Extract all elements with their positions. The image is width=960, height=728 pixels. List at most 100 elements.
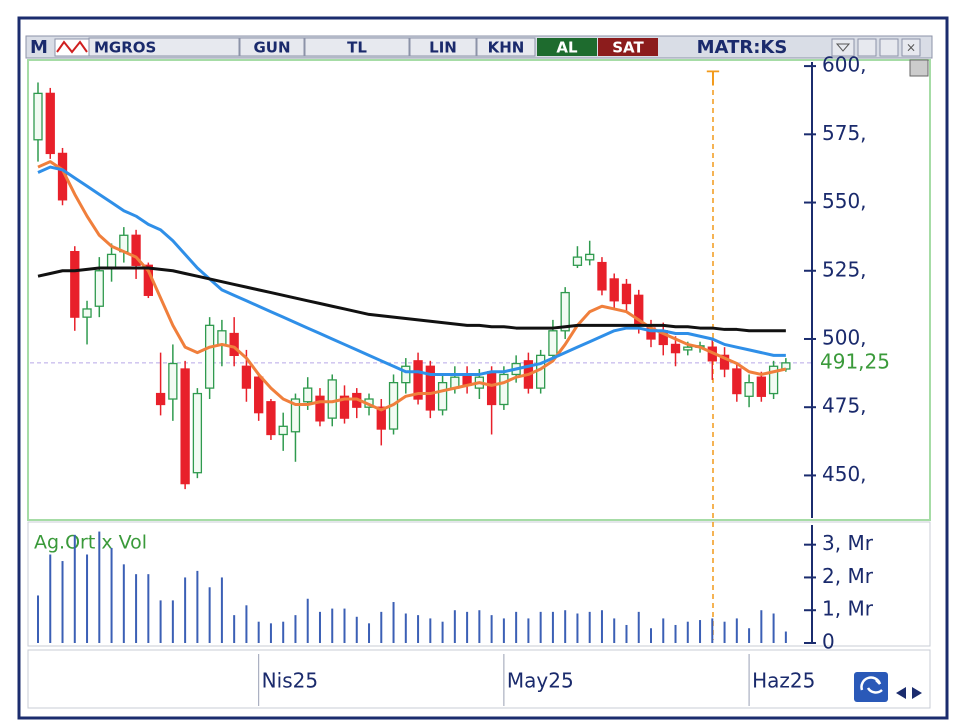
volume-bar [417, 615, 420, 643]
candle-body [33, 92, 43, 141]
moving-average [37, 165, 786, 376]
y-tick-label: 525, [822, 257, 867, 281]
candle-body [719, 354, 730, 370]
volume-bar [735, 618, 738, 643]
volume-bar [196, 570, 199, 643]
volume-bar [686, 621, 689, 643]
candle-body [266, 401, 276, 436]
candle-body [437, 381, 448, 411]
volume-bar [650, 628, 652, 643]
volume-bar [355, 616, 358, 643]
volume-tick-label: 0 [822, 630, 835, 654]
candle-body [94, 270, 104, 307]
volume-bar [515, 611, 518, 643]
volume-bar [220, 577, 223, 643]
candle-body [131, 234, 141, 266]
volume-bar [613, 618, 616, 643]
volume-bar [318, 611, 321, 643]
volume-bar [73, 534, 76, 643]
minimize-button[interactable] [857, 38, 877, 57]
refresh-button[interactable] [854, 672, 888, 702]
volume-bar [368, 623, 371, 643]
volume-bar [61, 561, 64, 643]
candle-body [585, 253, 595, 261]
toolbar-button-label: GUN [253, 39, 290, 57]
volume-bar [257, 621, 260, 643]
candle-body [768, 365, 779, 395]
candle-body [401, 365, 411, 384]
scroll-left[interactable] [896, 687, 906, 699]
candle-body [180, 368, 190, 485]
candle-body [499, 373, 509, 406]
volume-bar [576, 613, 579, 643]
volume-tick-label: 1, Mr [822, 597, 874, 621]
toolbar-button[interactable] [304, 37, 410, 57]
volume-bar [159, 600, 162, 643]
candle-body [278, 425, 288, 436]
volume-bar [748, 628, 751, 643]
volume-bar [429, 618, 432, 643]
volume-bar [98, 531, 101, 643]
volume-bar [539, 611, 542, 643]
volume-tick-label: 3, Mr [822, 531, 874, 555]
candle-body [254, 376, 264, 414]
volume-bar [441, 621, 444, 643]
toolbar-button-label: TL [347, 39, 367, 57]
candle-body [548, 330, 558, 357]
volume-bar [331, 608, 334, 643]
volume-bar [49, 554, 52, 643]
y-tick-label: 475, [822, 394, 867, 418]
candle-body [229, 332, 239, 357]
volume-bar [380, 611, 383, 643]
close-button[interactable] [901, 38, 921, 57]
last-price-label: 491,25 [820, 349, 890, 373]
y-tick-label: 550, [822, 189, 867, 213]
buy-button[interactable] [537, 38, 597, 56]
candle-body [217, 330, 227, 346]
volume-bar [122, 564, 125, 643]
candle-body [376, 406, 386, 430]
volume-bar [600, 610, 603, 643]
volume-bar [662, 618, 665, 643]
toolbar-button[interactable] [239, 37, 305, 57]
candle-body [670, 343, 681, 354]
sell-button[interactable] [598, 38, 658, 56]
volume-bar [674, 624, 677, 643]
candle-body [744, 381, 754, 397]
y-tick-label: 575, [822, 121, 867, 145]
marker-label: T [706, 67, 720, 91]
volume-bar [723, 621, 726, 643]
scroll-button[interactable] [909, 59, 929, 77]
y-tick-label: 450, [822, 462, 867, 486]
volume-bar [37, 595, 39, 643]
volume-bar [625, 624, 628, 643]
volume-bar [453, 610, 456, 643]
volume-bar [527, 618, 530, 643]
candle-body [204, 324, 215, 389]
candle-body [70, 251, 80, 318]
candle-body [327, 379, 337, 419]
scroll-right[interactable] [912, 687, 922, 699]
volume-bar [343, 608, 346, 643]
toolbar-button[interactable] [409, 37, 477, 57]
volume-bar [233, 615, 236, 643]
symbol-box[interactable] [88, 37, 240, 57]
volume-tick-label: 2, Mr [822, 564, 874, 588]
maximize-button[interactable] [879, 38, 899, 57]
price-panel [27, 59, 931, 521]
candle-body [486, 371, 497, 406]
candle-body [241, 365, 252, 389]
candle-body [303, 387, 313, 403]
close-icon: × [906, 41, 916, 55]
volume-bar [564, 610, 567, 643]
x-tick-label: Haz25 [752, 669, 815, 693]
volume-bar [208, 587, 211, 643]
symbol: MGROS [94, 39, 156, 57]
volume-bar [772, 613, 775, 643]
volume-bar [637, 611, 640, 643]
volume-bar [147, 574, 150, 643]
menu-button[interactable] [831, 38, 855, 57]
toolbar-button[interactable] [476, 37, 536, 57]
candle-body [781, 362, 791, 370]
volume-bar [588, 611, 591, 643]
